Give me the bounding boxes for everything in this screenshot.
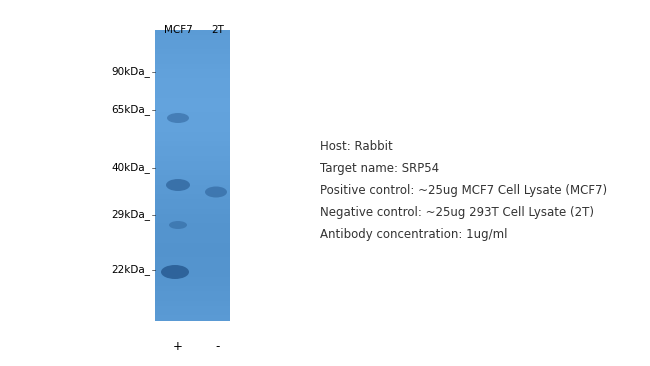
Bar bbox=[155, 219, 230, 224]
Bar bbox=[155, 69, 230, 75]
Bar bbox=[155, 30, 230, 320]
Bar bbox=[155, 122, 230, 128]
Bar bbox=[155, 175, 230, 181]
Bar bbox=[155, 286, 230, 292]
Ellipse shape bbox=[205, 187, 227, 198]
Bar bbox=[155, 272, 230, 277]
Bar bbox=[155, 136, 230, 142]
Bar bbox=[155, 204, 230, 210]
Bar bbox=[155, 165, 230, 171]
Bar bbox=[155, 291, 230, 297]
Text: +: + bbox=[173, 340, 183, 353]
Bar bbox=[155, 98, 230, 104]
Text: 29kDa_: 29kDa_ bbox=[111, 210, 150, 220]
Bar bbox=[155, 252, 230, 258]
Text: Host: Rabbit: Host: Rabbit bbox=[320, 140, 393, 153]
Bar bbox=[155, 74, 230, 79]
Bar bbox=[155, 243, 230, 249]
Bar bbox=[155, 59, 230, 65]
Ellipse shape bbox=[166, 179, 190, 191]
Text: Target name: SRP54: Target name: SRP54 bbox=[320, 162, 439, 175]
Bar bbox=[155, 54, 230, 60]
Text: 90kDa_: 90kDa_ bbox=[111, 67, 150, 78]
Text: -: - bbox=[216, 340, 220, 353]
Bar bbox=[155, 247, 230, 253]
Bar bbox=[155, 49, 230, 55]
Bar bbox=[155, 228, 230, 234]
Bar bbox=[155, 315, 230, 321]
Bar bbox=[155, 262, 230, 268]
Bar bbox=[155, 281, 230, 287]
Bar bbox=[155, 199, 230, 205]
Text: 2T: 2T bbox=[211, 25, 224, 35]
Bar bbox=[155, 296, 230, 302]
Bar bbox=[155, 257, 230, 263]
Bar bbox=[155, 83, 230, 89]
Bar bbox=[155, 141, 230, 147]
Ellipse shape bbox=[161, 265, 189, 279]
Bar bbox=[155, 300, 230, 306]
Bar bbox=[155, 64, 230, 70]
Bar bbox=[155, 214, 230, 220]
Bar bbox=[155, 78, 230, 84]
Bar bbox=[155, 209, 230, 215]
Bar bbox=[155, 276, 230, 282]
Bar bbox=[155, 88, 230, 94]
Bar bbox=[155, 131, 230, 137]
Ellipse shape bbox=[167, 113, 189, 123]
Text: 40kDa_: 40kDa_ bbox=[111, 163, 150, 173]
Bar bbox=[155, 146, 230, 152]
Bar bbox=[155, 306, 230, 311]
Bar bbox=[155, 238, 230, 244]
Bar bbox=[155, 223, 230, 229]
Ellipse shape bbox=[169, 221, 187, 229]
Bar bbox=[155, 127, 230, 132]
Bar bbox=[155, 185, 230, 190]
Bar bbox=[155, 107, 230, 113]
Text: MCF7: MCF7 bbox=[164, 25, 192, 35]
Bar bbox=[155, 161, 230, 166]
Bar bbox=[155, 112, 230, 118]
Text: 65kDa_: 65kDa_ bbox=[111, 105, 150, 115]
Bar bbox=[155, 45, 230, 51]
Bar bbox=[155, 151, 230, 157]
Bar bbox=[155, 180, 230, 186]
Bar bbox=[155, 170, 230, 176]
Bar bbox=[155, 117, 230, 123]
Bar bbox=[155, 35, 230, 41]
Bar bbox=[155, 40, 230, 45]
Bar bbox=[155, 156, 230, 161]
Bar bbox=[155, 194, 230, 200]
Bar bbox=[155, 30, 230, 36]
Bar bbox=[155, 267, 230, 273]
Text: Negative control: ~25ug 293T Cell Lysate (2T): Negative control: ~25ug 293T Cell Lysate… bbox=[320, 206, 594, 219]
Text: 22kDa_: 22kDa_ bbox=[111, 265, 150, 276]
Text: Antibody concentration: 1ug/ml: Antibody concentration: 1ug/ml bbox=[320, 228, 508, 241]
Bar bbox=[155, 233, 230, 239]
Bar bbox=[155, 93, 230, 99]
Bar bbox=[155, 102, 230, 108]
Text: Positive control: ~25ug MCF7 Cell Lysate (MCF7): Positive control: ~25ug MCF7 Cell Lysate… bbox=[320, 184, 607, 197]
Bar bbox=[155, 190, 230, 195]
Bar bbox=[155, 310, 230, 316]
